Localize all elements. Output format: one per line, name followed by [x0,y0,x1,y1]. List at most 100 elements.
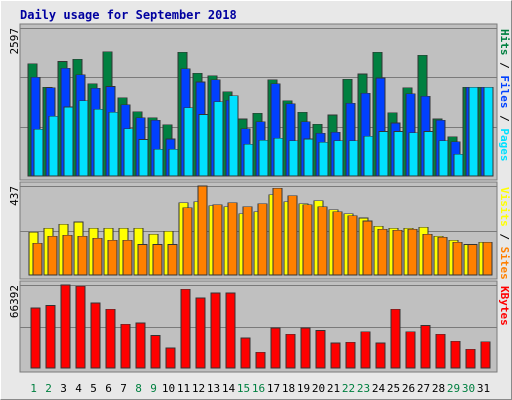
bar-kbytes-day-4 [75,285,86,369]
bar-sites-day-5 [92,238,103,276]
bar-kbytes-day-1 [30,307,41,369]
legend-pages: Pages [498,128,511,161]
bar-kbytes-day-17 [270,327,281,369]
day-label-26: 26 [402,382,415,395]
legend-files: Files [498,75,511,108]
bar-sites-day-24 [377,228,388,276]
day-label-10: 10 [162,382,175,395]
day-label-18: 18 [282,382,295,395]
day-label-21: 21 [327,382,340,395]
bar-kbytes-day-26 [405,331,416,369]
bar-pages-day-28 [438,140,449,177]
bar-pages-day-23 [363,135,374,177]
bar-pages-day-11 [183,107,194,177]
day-label-2: 2 [45,382,52,395]
bar-kbytes-day-16 [255,352,266,369]
bar-sites-day-25 [392,229,403,276]
bar-pages-day-13 [213,101,224,177]
bar-kbytes-day-21 [330,342,341,369]
day-label-12: 12 [192,382,205,395]
panel-visitors-legend: Visits / Sites [498,187,511,280]
bar-kbytes-day-25 [390,308,401,369]
day-label-14: 14 [222,382,236,395]
bar-kbytes-day-14 [225,292,236,369]
bar-kbytes-day-29 [450,340,461,369]
day-label-17: 17 [267,382,280,395]
day-label-5: 5 [90,382,97,395]
bar-pages-day-3 [63,106,74,177]
bar-pages-day-5 [93,109,104,177]
day-label-1: 1 [30,382,37,395]
bar-pages-day-30 [468,86,479,177]
bar-pages-day-20 [318,142,329,177]
bar-pages-day-10 [168,148,179,177]
bar-pages-day-1 [33,129,44,177]
day-label-29: 29 [447,382,460,395]
day-label-16: 16 [252,382,265,395]
bar-pages-day-9 [153,148,164,177]
bar-sites-day-26 [407,228,418,276]
bar-kbytes-day-13 [210,292,221,369]
bar-pages-day-24 [378,131,389,177]
bar-sites-day-8 [137,244,148,276]
bar-kbytes-day-12 [195,297,206,369]
bar-kbytes-day-19 [300,327,311,369]
bar-pages-day-22 [348,140,359,177]
bar-kbytes-day-18 [285,333,296,369]
bar-sites-day-11 [182,207,193,276]
bar-sites-day-1 [32,243,43,276]
day-label-7: 7 [120,382,127,395]
bar-sites-day-19 [302,204,313,276]
bar-kbytes-day-11 [180,288,191,369]
day-label-22: 22 [342,382,355,395]
chart-title: Daily usage for September 2018 [20,8,237,22]
day-label-6: 6 [105,382,112,395]
day-label-27: 27 [417,382,430,395]
bar-pages-day-26 [408,132,419,177]
bar-pages-day-17 [273,138,284,177]
bar-sites-day-6 [107,240,118,276]
bar-pages-day-21 [333,140,344,177]
panel-volume-legend: KBytes [498,286,511,326]
bar-sites-day-20 [317,206,328,276]
bar-sites-day-10 [167,244,178,276]
bar-sites-day-29 [452,242,463,276]
bar-pages-day-19 [303,138,314,177]
day-label-3: 3 [60,382,67,395]
bar-sites-day-30 [467,244,478,276]
bar-pages-day-2 [48,115,59,177]
panel-visitors-max-label: 437 [8,186,21,206]
bar-kbytes-day-27 [420,325,431,369]
bar-pages-day-7 [123,128,134,177]
day-label-31: 31 [477,382,490,395]
bar-kbytes-day-10 [165,347,176,369]
bar-sites-day-15 [242,206,253,276]
bar-kbytes-day-7 [120,323,131,369]
bar-kbytes-day-20 [315,330,326,369]
day-label-23: 23 [357,382,370,395]
bar-sites-day-17 [272,188,283,276]
bar-pages-day-18 [288,140,299,177]
bar-sites-day-9 [152,244,163,276]
bar-pages-day-25 [393,131,404,177]
bar-kbytes-day-2 [45,305,56,369]
bar-sites-day-4 [77,236,88,276]
legend-separator: / [498,109,511,129]
bar-sites-day-21 [332,211,343,276]
day-label-4: 4 [75,382,82,395]
bar-kbytes-day-15 [240,337,251,369]
day-label-25: 25 [387,382,400,395]
day-label-9: 9 [150,382,157,395]
bar-sites-day-2 [47,236,58,276]
bar-sites-day-27 [422,234,433,276]
bar-pages-day-15 [243,143,254,177]
day-label-20: 20 [312,382,325,395]
bar-kbytes-day-28 [435,333,446,369]
bar-sites-day-12 [197,185,208,276]
panel-requests-max-label: 2597 [8,28,21,55]
legend-sites: Sites [498,247,511,280]
legend-separator: / [498,56,511,76]
bar-pages-day-8 [138,139,149,177]
bar-sites-day-23 [362,220,373,276]
bar-kbytes-day-3 [60,284,71,369]
